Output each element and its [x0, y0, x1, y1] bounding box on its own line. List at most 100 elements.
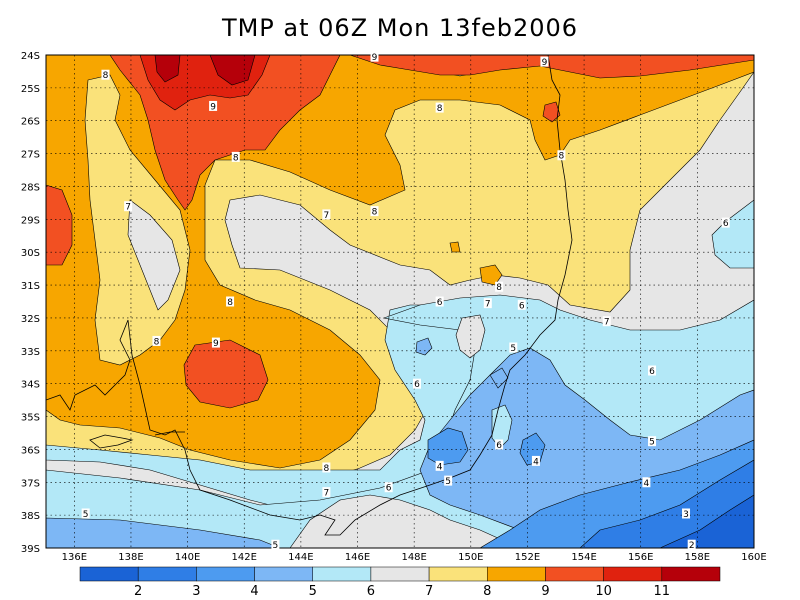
lat-tick-label: 27S	[21, 150, 40, 161]
contour-label-text: 5	[649, 438, 655, 448]
lat-tick-label: 29S	[21, 215, 40, 226]
contour-label: 7	[124, 201, 133, 213]
contour-label: 5	[271, 539, 280, 551]
band-2-minus	[659, 494, 754, 548]
lon-tick-label: 138E	[118, 552, 143, 563]
colorbar-swatch	[254, 566, 313, 582]
contour-label-text: 3	[683, 510, 689, 520]
lat-tick-label: 33S	[21, 347, 40, 358]
contour-label-text: 6	[519, 301, 525, 311]
contour-label-bg	[435, 460, 444, 471]
contour-label: 3	[682, 508, 691, 520]
contour-label-text: 8	[103, 71, 109, 81]
contour-label: 8	[231, 151, 240, 163]
lon-tick-label: 152E	[515, 552, 540, 563]
colorbar-label: 9	[541, 584, 549, 599]
contour-label: 6	[412, 378, 421, 390]
lon-tick-label: 142E	[232, 552, 257, 563]
contour-label-text: 8	[154, 337, 160, 347]
lat-tick-label: 26S	[21, 117, 40, 128]
contour-label-bg	[435, 102, 444, 113]
contour-label-bg	[682, 508, 691, 519]
lat-tick-label: 30S	[21, 248, 40, 259]
contour-label: 2	[687, 539, 696, 551]
contour-label-bg	[81, 508, 90, 519]
contour-label-text: 4	[533, 457, 539, 467]
contour-label-bg	[721, 217, 730, 228]
lon-tick-label: 160E	[741, 552, 766, 563]
band-9-10-west	[46, 184, 73, 266]
temperature-field	[46, 55, 754, 548]
lat-tick-label: 34S	[21, 380, 40, 391]
contour-label-bg	[101, 69, 110, 80]
contour-label-text: 7	[485, 300, 491, 310]
contour-label-text: 9	[372, 53, 378, 63]
contour-label-text: 5	[273, 541, 279, 551]
lat-tick-label: 37S	[21, 478, 40, 489]
contour-label-text: 6	[414, 380, 420, 390]
lat-tick-label: 35S	[21, 413, 40, 424]
band-6-pocket-north	[127, 199, 181, 311]
contour-label-bg	[495, 439, 504, 450]
contour-label: 8	[370, 206, 379, 218]
contour-label-text: 8	[437, 104, 443, 114]
contour-label-text: 9	[213, 339, 219, 349]
contour-label: 8	[435, 102, 444, 114]
contour-label: 6	[721, 217, 730, 229]
contour-label-bg	[322, 487, 331, 498]
contour-label-bg	[435, 296, 444, 307]
contour-label-bg	[370, 51, 379, 62]
lon-tick-label: 150E	[458, 552, 483, 563]
contour-label-bg	[648, 436, 657, 447]
contour-label-bg	[370, 206, 379, 217]
contour-label-bg	[226, 296, 235, 307]
band-9-small-pocket	[542, 101, 561, 123]
graticule	[46, 55, 754, 548]
contour-label-text: 6	[386, 484, 392, 494]
contour-label: 9	[370, 51, 379, 63]
band-11-plus	[154, 55, 256, 86]
contour-label-text: 9	[542, 58, 548, 68]
colorbar-label: 10	[595, 584, 612, 599]
contour-label: 5	[81, 508, 90, 520]
colorbar-label: 6	[367, 584, 375, 599]
lon-tick-label: 146E	[345, 552, 370, 563]
colorbar-swatch	[603, 566, 663, 582]
colorbar-swatch	[487, 566, 546, 582]
contour-label-text: 5	[510, 344, 516, 354]
contour-label-bg	[531, 455, 540, 466]
contour-label-bg	[557, 150, 566, 161]
contour-label: 6	[435, 296, 444, 308]
colorbar-label: 3	[192, 584, 200, 599]
lon-tick-label: 156E	[628, 552, 653, 563]
contour-label-text: 6	[437, 298, 443, 308]
band-4-5-southwest	[46, 517, 281, 548]
lat-tick-label: 24S	[21, 51, 40, 62]
contour-label-text: 8	[496, 283, 502, 293]
colorbar-swatch	[545, 566, 604, 582]
contour-label: 7	[602, 316, 611, 328]
colorbar-label: 5	[309, 584, 317, 599]
contour-label: 7	[322, 487, 331, 499]
band-6-pocket-center	[455, 314, 486, 359]
contour-label: 5	[444, 475, 453, 487]
lon-tick-label: 154E	[571, 552, 596, 563]
contour-label-bg	[602, 316, 611, 327]
lat-tick-label: 36S	[21, 445, 40, 456]
contour-label-bg	[322, 462, 331, 473]
band-4-pocket-north	[415, 337, 509, 389]
contour-label: 6	[495, 439, 504, 451]
contour-label: 8	[101, 69, 110, 81]
contour-label-bg	[152, 335, 161, 346]
contour-label: 8	[495, 281, 504, 293]
contour-label-bg	[687, 539, 696, 550]
lon-tick-label: 148E	[401, 552, 426, 563]
colorbar-label: 8	[483, 584, 491, 599]
contour-label-bg	[231, 151, 240, 162]
lat-tick-label: 38S	[21, 511, 40, 522]
contour-label-bg	[444, 475, 453, 486]
lat-tick-label: 25S	[21, 84, 40, 95]
contour-label: 4	[531, 455, 540, 467]
contour-label-bg	[412, 378, 421, 389]
contour-label: 5	[648, 436, 657, 448]
